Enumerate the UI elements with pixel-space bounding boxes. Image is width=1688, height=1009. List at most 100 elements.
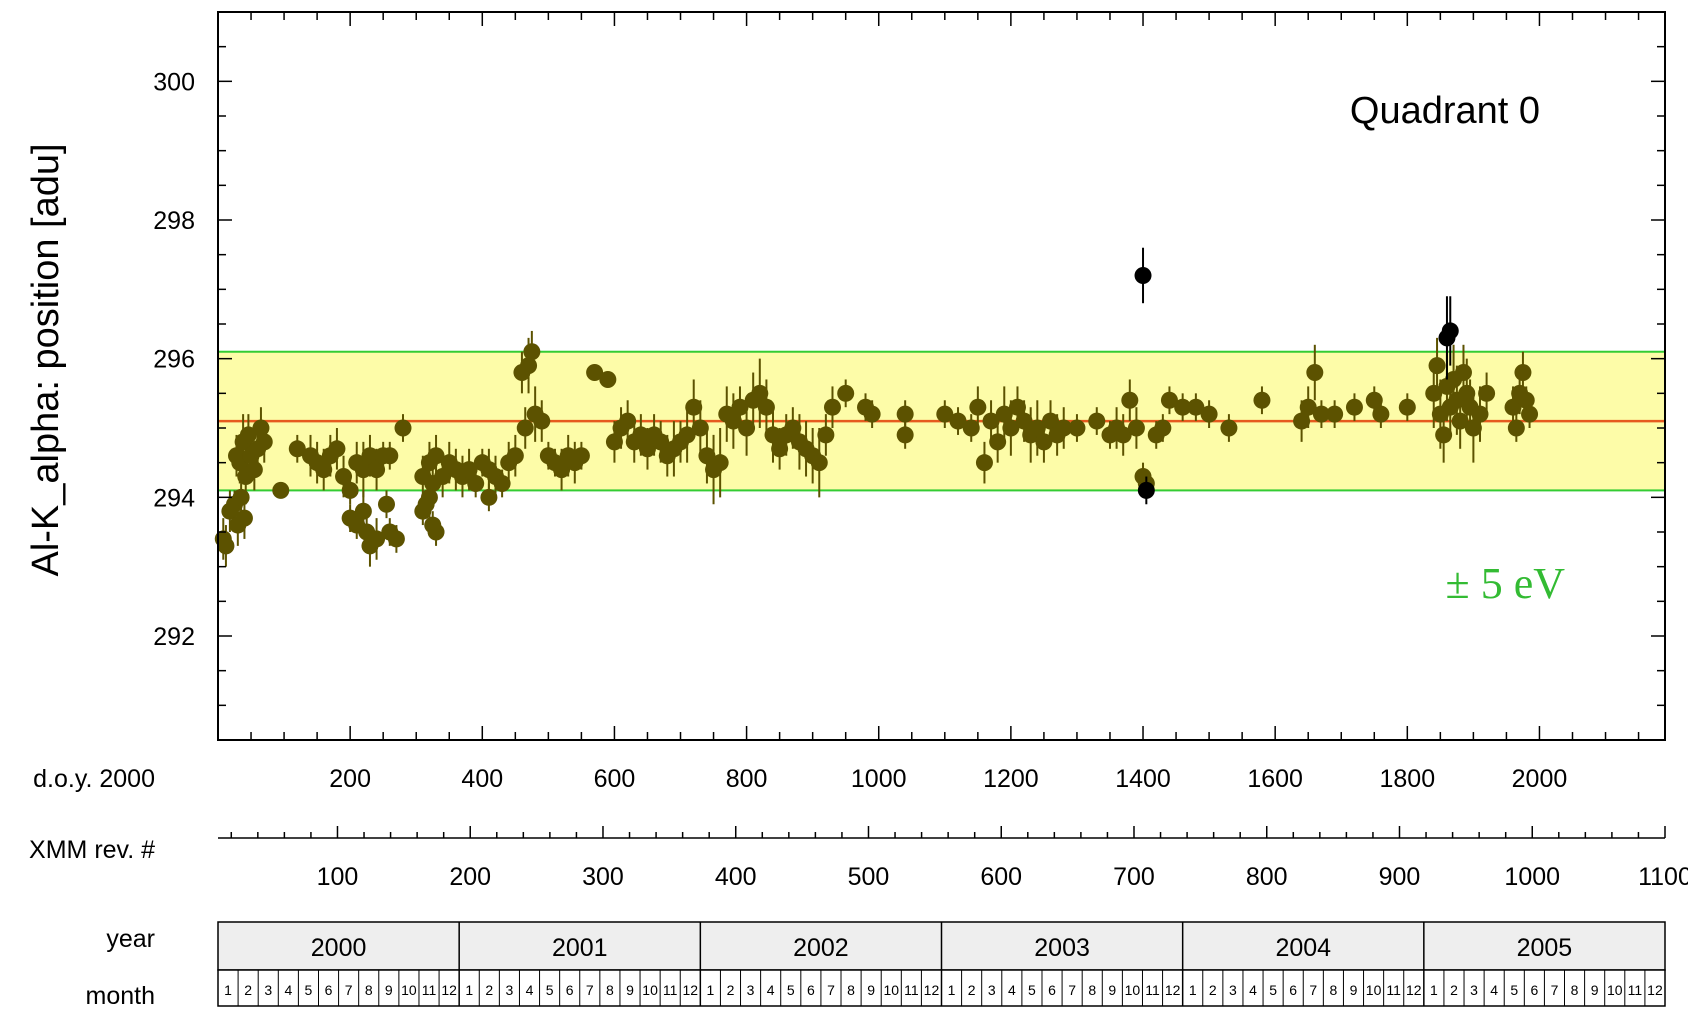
month-label: 4 xyxy=(284,982,292,998)
data-point xyxy=(586,364,604,382)
data-point xyxy=(1312,405,1330,423)
data-point xyxy=(1137,481,1155,499)
month-label: 11 xyxy=(1386,982,1401,998)
month-label: 7 xyxy=(345,982,353,998)
month-label: 3 xyxy=(506,982,514,998)
month-label: 5 xyxy=(1510,982,1518,998)
year-label: 2002 xyxy=(793,934,849,962)
data-point xyxy=(817,426,835,444)
data-point xyxy=(969,398,987,416)
data-point xyxy=(1253,391,1271,409)
y-tick-label: 296 xyxy=(153,346,195,374)
data-point xyxy=(1299,398,1317,416)
plot-frame xyxy=(217,11,1666,741)
rev-row-label: XMM rev. # xyxy=(29,836,155,864)
month-label: 2 xyxy=(244,982,252,998)
month-label: 2 xyxy=(968,982,976,998)
data-point xyxy=(1187,398,1205,416)
year-label: 2005 xyxy=(1517,934,1573,962)
data-point xyxy=(341,481,359,499)
axes xyxy=(217,11,1666,1007)
rev-tick-label: 400 xyxy=(715,863,757,891)
data-point xyxy=(368,461,386,479)
data-point xyxy=(605,433,623,451)
month-label: 6 xyxy=(807,982,815,998)
rev-tick-label: 800 xyxy=(1246,863,1288,891)
rev-tick-label: 100 xyxy=(317,863,359,891)
month-label: 1 xyxy=(224,982,232,998)
data-point xyxy=(553,461,571,479)
data-point xyxy=(1008,398,1026,416)
rev-tick-label: 300 xyxy=(582,863,624,891)
data-point xyxy=(315,461,333,479)
month-label: 1 xyxy=(948,982,956,998)
data-point xyxy=(823,398,841,416)
x-tick-label: 1600 xyxy=(1247,765,1303,793)
data-point xyxy=(272,481,290,499)
rev-tick-label: 500 xyxy=(848,863,890,891)
month-label: 10 xyxy=(1607,982,1623,998)
data-points xyxy=(214,247,1539,567)
rev-tick-label: 1000 xyxy=(1504,863,1560,891)
month-label: 12 xyxy=(441,982,457,998)
year-row-label: year xyxy=(106,925,155,953)
month-label: 6 xyxy=(1289,982,1297,998)
data-point xyxy=(361,447,379,465)
month-label: 8 xyxy=(847,982,855,998)
data-point xyxy=(235,509,253,527)
month-label: 6 xyxy=(566,982,574,998)
data-point xyxy=(1514,364,1532,382)
data-point xyxy=(1002,419,1020,437)
data-point xyxy=(335,468,353,486)
rev-tick-label: 900 xyxy=(1379,863,1421,891)
month-label: 3 xyxy=(747,982,755,998)
data-point xyxy=(1134,266,1152,284)
rev-tick-label: 700 xyxy=(1113,863,1155,891)
month-label: 4 xyxy=(526,982,534,998)
month-label: 9 xyxy=(1350,982,1358,998)
month-label: 8 xyxy=(365,982,373,998)
data-point xyxy=(863,405,881,423)
month-label: 10 xyxy=(642,982,658,998)
data-point xyxy=(354,461,372,479)
year-label: 2000 xyxy=(311,934,367,962)
data-point xyxy=(1507,419,1525,437)
month-label: 12 xyxy=(1647,982,1663,998)
data-point xyxy=(1055,419,1073,437)
data-point xyxy=(678,426,696,444)
month-label: 1 xyxy=(465,982,473,998)
y-tick-label: 298 xyxy=(153,207,195,235)
x-tick-label: 600 xyxy=(594,765,636,793)
month-label: 4 xyxy=(1008,982,1016,998)
month-label: 1 xyxy=(1430,982,1438,998)
data-point xyxy=(239,426,257,444)
data-point xyxy=(434,468,452,486)
data-point xyxy=(810,454,828,472)
y-tick-label: 300 xyxy=(153,68,195,96)
month-label: 8 xyxy=(1088,982,1096,998)
rev-tick-label: 600 xyxy=(980,863,1022,891)
data-point xyxy=(572,447,590,465)
data-point xyxy=(1200,405,1218,423)
data-point xyxy=(1306,364,1324,382)
data-point xyxy=(232,488,250,506)
month-label: 6 xyxy=(1530,982,1538,998)
month-label: 9 xyxy=(1108,982,1116,998)
month-label: 12 xyxy=(1406,982,1422,998)
data-point xyxy=(1114,426,1132,444)
data-point xyxy=(975,454,993,472)
month-label: 7 xyxy=(1551,982,1559,998)
month-label: 7 xyxy=(1068,982,1076,998)
data-point xyxy=(764,426,782,444)
data-point xyxy=(1504,398,1522,416)
y-axis-title: Al-K_alpha: position [adu] xyxy=(25,143,67,576)
month-label: 3 xyxy=(1229,982,1237,998)
data-point xyxy=(1451,412,1469,430)
month-label: 2 xyxy=(1209,982,1217,998)
data-point xyxy=(698,447,716,465)
month-label: 8 xyxy=(606,982,614,998)
month-label: 7 xyxy=(586,982,594,998)
y-tick-label: 294 xyxy=(153,484,195,512)
month-label: 1 xyxy=(706,982,714,998)
